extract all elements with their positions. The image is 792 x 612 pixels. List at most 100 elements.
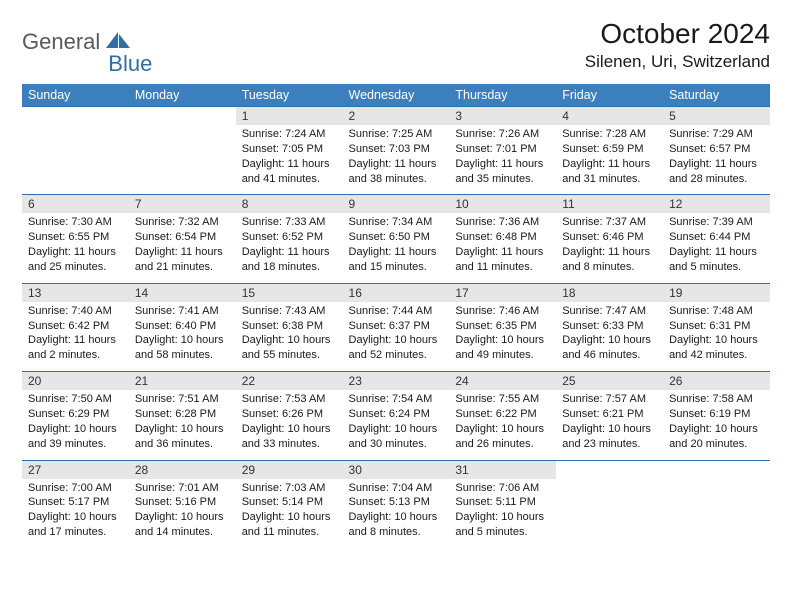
sunrise-text: Sunrise: 7:33 AM xyxy=(242,215,337,230)
sunrise-text: Sunrise: 7:28 AM xyxy=(562,127,657,142)
day-content-cell: Sunrise: 7:54 AMSunset: 6:24 PMDaylight:… xyxy=(343,390,450,460)
sunset-text: Sunset: 6:22 PM xyxy=(455,407,550,422)
sunset-text: Sunset: 5:16 PM xyxy=(135,495,230,510)
daylight-text: Daylight: 10 hours and 36 minutes. xyxy=(135,422,230,452)
calendar-table: Sunday Monday Tuesday Wednesday Thursday… xyxy=(22,84,770,548)
sunrise-text: Sunrise: 7:06 AM xyxy=(455,481,550,496)
day-content-cell xyxy=(663,479,770,548)
content-row: Sunrise: 7:00 AMSunset: 5:17 PMDaylight:… xyxy=(22,479,770,548)
daylight-text: Daylight: 10 hours and 55 minutes. xyxy=(242,333,337,363)
day-header: Tuesday xyxy=(236,84,343,107)
sunrise-text: Sunrise: 7:57 AM xyxy=(562,392,657,407)
day-content-cell: Sunrise: 7:50 AMSunset: 6:29 PMDaylight:… xyxy=(22,390,129,460)
day-number-cell: 8 xyxy=(236,195,343,214)
sunset-text: Sunset: 6:59 PM xyxy=(562,142,657,157)
sunset-text: Sunset: 6:40 PM xyxy=(135,319,230,334)
day-number-cell: 28 xyxy=(129,460,236,479)
day-content-cell: Sunrise: 7:37 AMSunset: 6:46 PMDaylight:… xyxy=(556,213,663,283)
sunrise-text: Sunrise: 7:39 AM xyxy=(669,215,764,230)
day-content-cell: Sunrise: 7:51 AMSunset: 6:28 PMDaylight:… xyxy=(129,390,236,460)
sunset-text: Sunset: 6:21 PM xyxy=(562,407,657,422)
page-header: General Blue October 2024 Silenen, Uri, … xyxy=(22,18,770,72)
daylight-text: Daylight: 11 hours and 15 minutes. xyxy=(349,245,444,275)
sunrise-text: Sunrise: 7:41 AM xyxy=(135,304,230,319)
day-number-cell: 6 xyxy=(22,195,129,214)
sunset-text: Sunset: 5:14 PM xyxy=(242,495,337,510)
day-number-cell: 13 xyxy=(22,283,129,302)
day-header: Friday xyxy=(556,84,663,107)
day-content-cell: Sunrise: 7:44 AMSunset: 6:37 PMDaylight:… xyxy=(343,302,450,372)
sunrise-text: Sunrise: 7:04 AM xyxy=(349,481,444,496)
day-content-cell: Sunrise: 7:29 AMSunset: 6:57 PMDaylight:… xyxy=(663,125,770,195)
sunrise-text: Sunrise: 7:32 AM xyxy=(135,215,230,230)
daylight-text: Daylight: 10 hours and 30 minutes. xyxy=(349,422,444,452)
sunrise-text: Sunrise: 7:37 AM xyxy=(562,215,657,230)
day-content-cell: Sunrise: 7:00 AMSunset: 5:17 PMDaylight:… xyxy=(22,479,129,548)
sunrise-text: Sunrise: 7:48 AM xyxy=(669,304,764,319)
sunrise-text: Sunrise: 7:50 AM xyxy=(28,392,123,407)
logo: General Blue xyxy=(22,18,152,66)
daylight-text: Daylight: 10 hours and 11 minutes. xyxy=(242,510,337,540)
day-number-cell: 23 xyxy=(343,372,450,391)
calendar-body: 12345Sunrise: 7:24 AMSunset: 7:05 PMDayl… xyxy=(22,107,770,548)
daylight-text: Daylight: 10 hours and 5 minutes. xyxy=(455,510,550,540)
sunrise-text: Sunrise: 7:03 AM xyxy=(242,481,337,496)
sunset-text: Sunset: 6:48 PM xyxy=(455,230,550,245)
daylight-text: Daylight: 11 hours and 2 minutes. xyxy=(28,333,123,363)
day-content-cell: Sunrise: 7:26 AMSunset: 7:01 PMDaylight:… xyxy=(449,125,556,195)
sunrise-text: Sunrise: 7:36 AM xyxy=(455,215,550,230)
sunset-text: Sunset: 6:35 PM xyxy=(455,319,550,334)
sunrise-text: Sunrise: 7:26 AM xyxy=(455,127,550,142)
day-content-cell: Sunrise: 7:39 AMSunset: 6:44 PMDaylight:… xyxy=(663,213,770,283)
day-header-row: Sunday Monday Tuesday Wednesday Thursday… xyxy=(22,84,770,107)
daylight-text: Daylight: 10 hours and 39 minutes. xyxy=(28,422,123,452)
sunrise-text: Sunrise: 7:30 AM xyxy=(28,215,123,230)
day-content-cell: Sunrise: 7:58 AMSunset: 6:19 PMDaylight:… xyxy=(663,390,770,460)
sunrise-text: Sunrise: 7:51 AM xyxy=(135,392,230,407)
sunset-text: Sunset: 6:29 PM xyxy=(28,407,123,422)
day-number-cell xyxy=(663,460,770,479)
sunrise-text: Sunrise: 7:40 AM xyxy=(28,304,123,319)
day-content-cell: Sunrise: 7:36 AMSunset: 6:48 PMDaylight:… xyxy=(449,213,556,283)
sunset-text: Sunset: 6:50 PM xyxy=(349,230,444,245)
daylight-text: Daylight: 10 hours and 49 minutes. xyxy=(455,333,550,363)
daylight-text: Daylight: 10 hours and 52 minutes. xyxy=(349,333,444,363)
daylight-text: Daylight: 11 hours and 11 minutes. xyxy=(455,245,550,275)
day-content-cell: Sunrise: 7:34 AMSunset: 6:50 PMDaylight:… xyxy=(343,213,450,283)
daylight-text: Daylight: 10 hours and 26 minutes. xyxy=(455,422,550,452)
daylight-text: Daylight: 10 hours and 33 minutes. xyxy=(242,422,337,452)
sunset-text: Sunset: 6:52 PM xyxy=(242,230,337,245)
day-content-cell: Sunrise: 7:28 AMSunset: 6:59 PMDaylight:… xyxy=(556,125,663,195)
daylight-text: Daylight: 10 hours and 46 minutes. xyxy=(562,333,657,363)
day-content-cell: Sunrise: 7:01 AMSunset: 5:16 PMDaylight:… xyxy=(129,479,236,548)
day-number-cell: 7 xyxy=(129,195,236,214)
sunrise-text: Sunrise: 7:55 AM xyxy=(455,392,550,407)
sunrise-text: Sunrise: 7:00 AM xyxy=(28,481,123,496)
logo-text-general: General xyxy=(22,29,100,55)
sunrise-text: Sunrise: 7:44 AM xyxy=(349,304,444,319)
daylight-text: Daylight: 10 hours and 8 minutes. xyxy=(349,510,444,540)
day-content-cell: Sunrise: 7:55 AMSunset: 6:22 PMDaylight:… xyxy=(449,390,556,460)
sunset-text: Sunset: 6:42 PM xyxy=(28,319,123,334)
day-content-cell: Sunrise: 7:32 AMSunset: 6:54 PMDaylight:… xyxy=(129,213,236,283)
day-content-cell: Sunrise: 7:41 AMSunset: 6:40 PMDaylight:… xyxy=(129,302,236,372)
daylight-text: Daylight: 11 hours and 31 minutes. xyxy=(562,157,657,187)
day-number-cell: 16 xyxy=(343,283,450,302)
day-content-cell: Sunrise: 7:57 AMSunset: 6:21 PMDaylight:… xyxy=(556,390,663,460)
daylight-text: Daylight: 10 hours and 14 minutes. xyxy=(135,510,230,540)
daynum-row: 6789101112 xyxy=(22,195,770,214)
daylight-text: Daylight: 10 hours and 17 minutes. xyxy=(28,510,123,540)
day-number-cell: 18 xyxy=(556,283,663,302)
sunset-text: Sunset: 6:38 PM xyxy=(242,319,337,334)
day-number-cell: 26 xyxy=(663,372,770,391)
day-content-cell xyxy=(129,125,236,195)
daylight-text: Daylight: 11 hours and 8 minutes. xyxy=(562,245,657,275)
day-content-cell: Sunrise: 7:43 AMSunset: 6:38 PMDaylight:… xyxy=(236,302,343,372)
daylight-text: Daylight: 11 hours and 28 minutes. xyxy=(669,157,764,187)
sunrise-text: Sunrise: 7:29 AM xyxy=(669,127,764,142)
day-content-cell: Sunrise: 7:30 AMSunset: 6:55 PMDaylight:… xyxy=(22,213,129,283)
day-content-cell: Sunrise: 7:46 AMSunset: 6:35 PMDaylight:… xyxy=(449,302,556,372)
day-content-cell xyxy=(22,125,129,195)
day-number-cell: 19 xyxy=(663,283,770,302)
daylight-text: Daylight: 10 hours and 58 minutes. xyxy=(135,333,230,363)
